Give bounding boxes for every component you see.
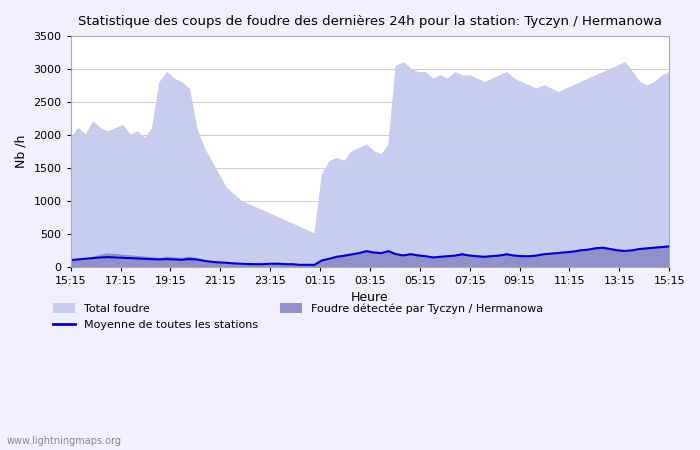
Y-axis label: Nb /h: Nb /h bbox=[15, 135, 28, 168]
Text: www.lightningmaps.org: www.lightningmaps.org bbox=[7, 436, 122, 446]
Legend: Total foudre, Moyenne de toutes les stations, Foudre détectée par Tyczyn / Herma: Total foudre, Moyenne de toutes les stat… bbox=[48, 299, 548, 335]
X-axis label: Heure: Heure bbox=[351, 291, 388, 304]
Title: Statistique des coups de foudre des dernières 24h pour la station: Tyczyn / Herm: Statistique des coups de foudre des dern… bbox=[78, 15, 662, 28]
